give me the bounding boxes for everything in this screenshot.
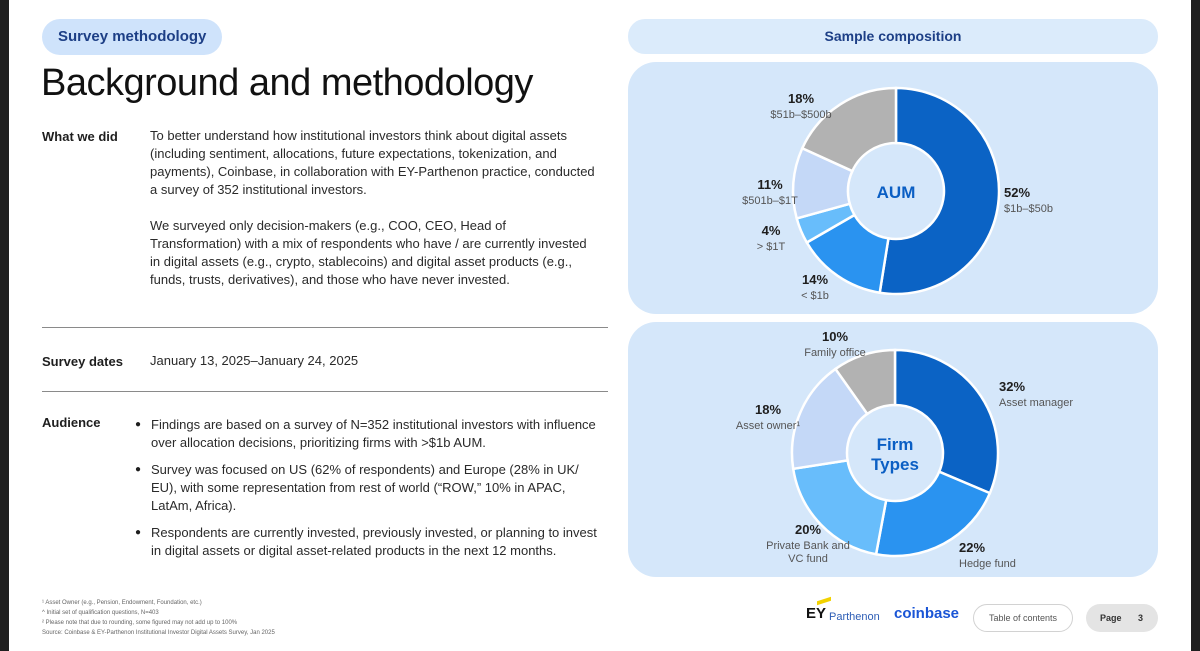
ey-parthenon-logo: Parthenon	[829, 611, 880, 623]
footnote: ² Please note that due to rounding, some…	[42, 620, 238, 626]
slide: Survey methodology Background and method…	[9, 0, 1191, 651]
section-pill[interactable]: Survey methodology	[42, 19, 223, 55]
page-title: Background and methodology	[41, 62, 533, 104]
coinbase-logo: coinbase	[894, 605, 960, 622]
divider	[42, 327, 608, 328]
ey-logo: EY	[806, 605, 827, 622]
audience-label: Audience	[42, 415, 101, 430]
survey-dates-label: Survey dates	[42, 354, 123, 369]
audience-bullet: Findings are based on a survey of N=352 …	[135, 416, 605, 452]
sample-composition-header: Sample composition	[628, 19, 1158, 54]
firm-types-chart-panel	[628, 322, 1158, 577]
divider	[42, 391, 608, 392]
footnote: Source: Coinbase & EY-Parthenon Institut…	[42, 630, 275, 636]
page-number: 3	[1138, 613, 1144, 623]
table-of-contents-button[interactable]: Table of contents	[973, 604, 1073, 632]
audience-bullet-list: Findings are based on a survey of N=352 …	[135, 416, 605, 569]
what-we-did-paragraph-2: We surveyed only decision-makers (e.g., …	[150, 218, 587, 287]
audience-bullet: Respondents are currently invested, prev…	[135, 524, 605, 560]
footnotes: ¹ Asset Owner (e.g., Pension, Endowment,…	[42, 598, 275, 638]
what-we-did-label: What we did	[42, 129, 118, 144]
page-label: Page	[1100, 613, 1122, 623]
ey-logo-mark	[817, 596, 831, 606]
survey-dates-value: January 13, 2025–January 24, 2025	[150, 353, 359, 368]
page-indicator: Page 3	[1086, 604, 1158, 632]
footnote: ^ Initial set of qualification questions…	[42, 610, 159, 616]
footnote: ¹ Asset Owner (e.g., Pension, Endowment,…	[42, 600, 202, 606]
what-we-did-paragraph-1: To better understand how institutional i…	[150, 128, 595, 197]
aum-chart-panel	[628, 62, 1158, 314]
audience-bullet: Survey was focused on US (62% of respond…	[135, 461, 605, 515]
